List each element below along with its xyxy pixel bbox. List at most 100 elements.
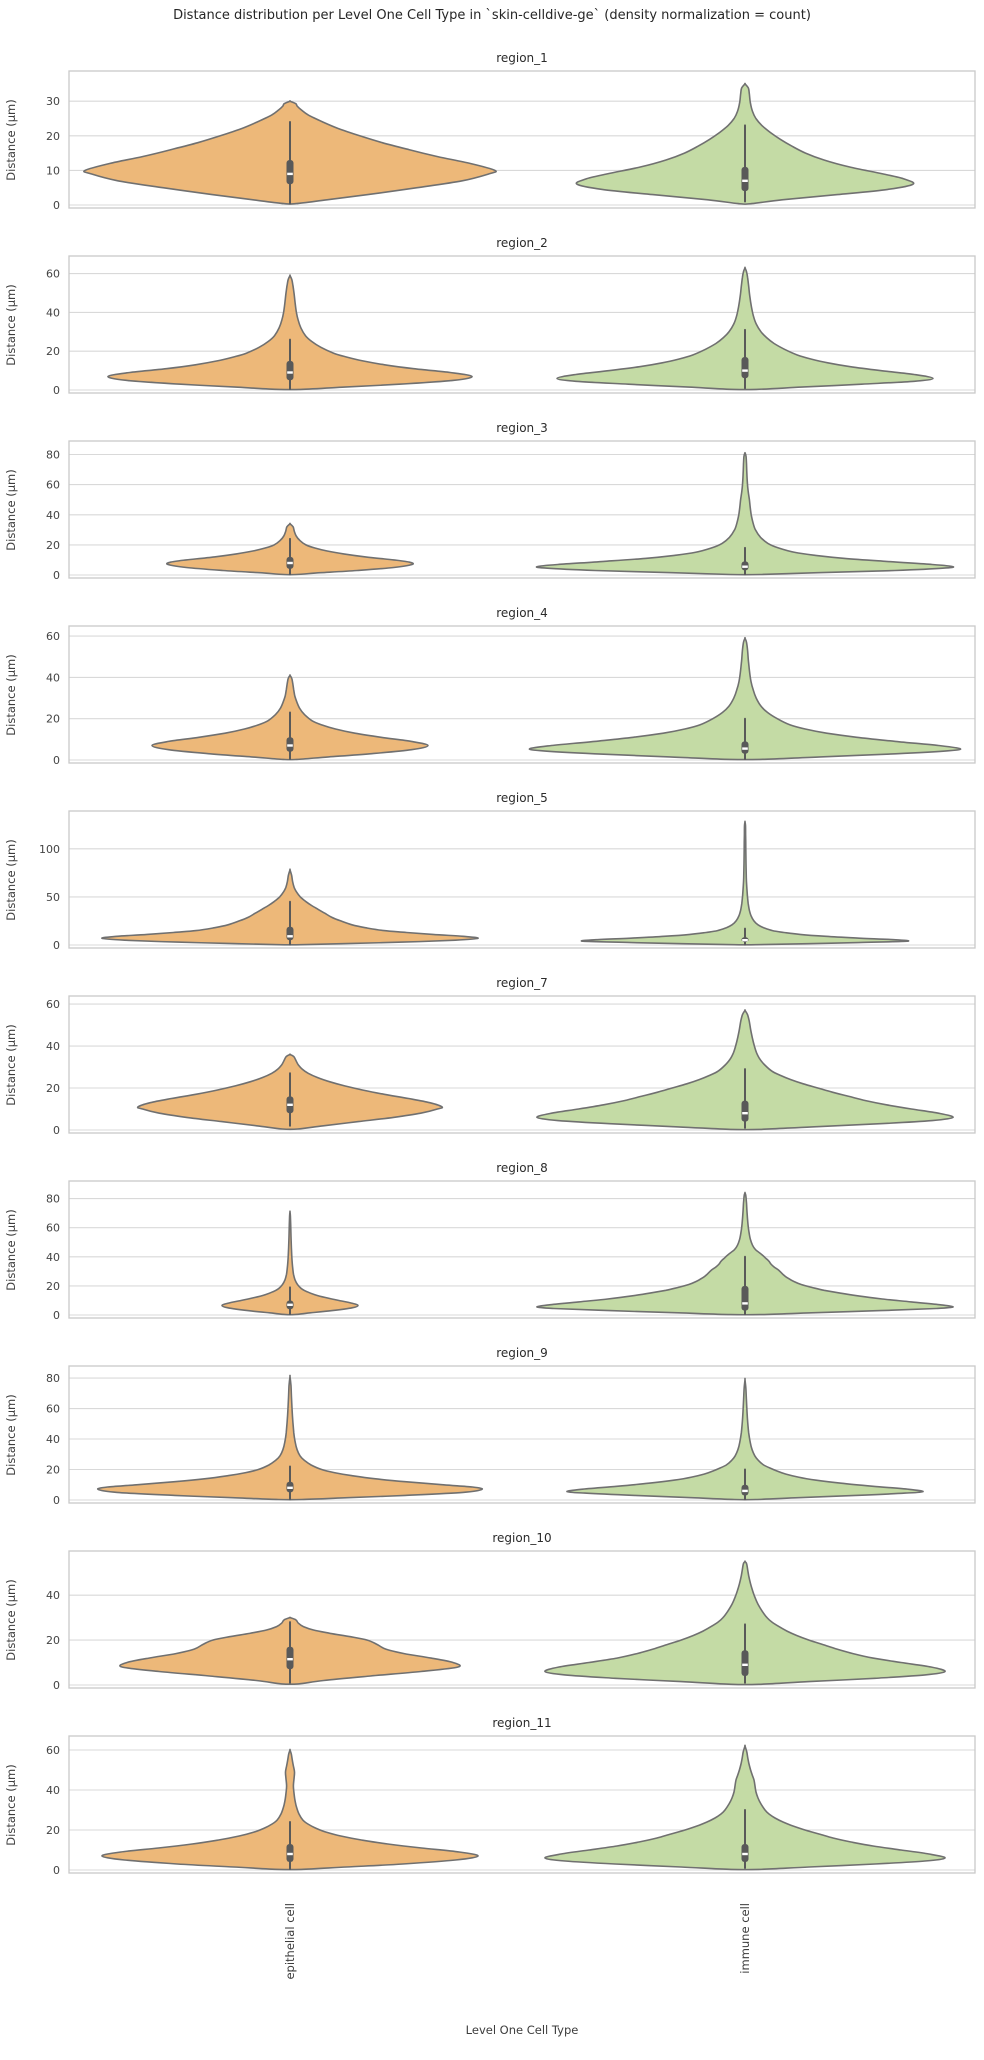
ytick-label-40: 40: [46, 1040, 60, 1053]
iqr-box-immune-cell: [741, 1100, 749, 1122]
x-axis-label: Level One Cell Type: [465, 2023, 579, 2037]
ytick-label-20: 20: [46, 1464, 60, 1477]
violin-epithelial-cell: [96, 1374, 484, 1501]
iqr-box-immune-cell: [741, 166, 749, 192]
subplot-title-region_3: region_3: [496, 421, 548, 435]
ytick-label-60: 60: [46, 1744, 60, 1757]
violin-immune-cell: [566, 1377, 924, 1501]
violin-immune-cell: [544, 1744, 946, 1871]
plot-frame: [68, 625, 976, 764]
subplot-region_2: region_2 0 20 40 60 Distance (µm): [0, 232, 984, 395]
ytick-label-0: 0: [53, 199, 60, 210]
ytick-label-80: 80: [46, 1193, 60, 1206]
subplot-region_11: region_11 0 20 40 60 Distance (µm): [0, 1712, 984, 1875]
subplot-region_9: region_9 0 20 40 60 80 Distance (µm): [0, 1342, 984, 1505]
plot-region_1: 0 10 20 30 Distance (µm): [4, 70, 976, 210]
ytick-label-60: 60: [46, 630, 60, 643]
ytick-label-20: 20: [46, 130, 60, 143]
plot-frame: [68, 70, 976, 209]
ytick-label-20: 20: [46, 1634, 60, 1647]
subplot-title-region_2: region_2: [496, 236, 548, 250]
plot-region_10: 0 20 40 Distance (µm): [4, 1550, 976, 1690]
ytick-label-0: 0: [53, 1864, 60, 1875]
plot-region_2: 0 20 40 60 Distance (µm): [4, 255, 976, 395]
iqr-box-immune-cell: [741, 1285, 749, 1311]
plot-frame: [68, 810, 976, 949]
violin-immune-cell: [556, 266, 934, 391]
figure-title: Distance distribution per Level One Cell…: [173, 8, 811, 23]
y-axis-label: Distance (µm): [4, 1024, 18, 1105]
violin-immune-cell: [536, 1191, 954, 1316]
violin-immune-cell: [535, 451, 955, 576]
ytick-label-40: 40: [46, 671, 60, 684]
plot-frame: [68, 1550, 976, 1689]
ytick-label-30: 30: [46, 95, 60, 108]
y-axis-label: Distance (µm): [4, 1579, 18, 1660]
y-axis-label: Distance (µm): [4, 654, 18, 735]
subplot-region_1: region_1 0 10 20 30 Distance (µm): [0, 47, 984, 210]
ytick-label-0: 0: [53, 1494, 60, 1505]
plot-region_9: 0 20 40 60 80 Distance (µm): [4, 1365, 976, 1505]
y-axis-label: Distance (µm): [4, 1394, 18, 1475]
iqr-box-immune-cell: [741, 357, 749, 379]
violin-epithelial-cell: [107, 274, 473, 391]
violin-immune-cell: [544, 1560, 946, 1686]
ytick-label-60: 60: [46, 479, 60, 492]
ytick-label-60: 60: [46, 1403, 60, 1416]
subplot-title-region_11: region_11: [492, 1716, 552, 1730]
plot-frame: [68, 1735, 976, 1874]
iqr-box-immune-cell: [741, 1650, 749, 1676]
violin-immune-cell: [528, 636, 962, 761]
plot-region_4: 0 20 40 60 Distance (µm): [4, 625, 976, 765]
y-axis-label: Distance (µm): [4, 839, 18, 920]
subplot-title-region_7: region_7: [496, 976, 548, 990]
ytick-label-0: 0: [53, 569, 60, 580]
ytick-label-40: 40: [46, 1433, 60, 1446]
subplot-region_4: region_4 0 20 40 60 Distance (µm): [0, 602, 984, 765]
plot-region_11: 0 20 40 60 Distance (µm): [4, 1735, 976, 1875]
y-axis-label: Distance (µm): [4, 469, 18, 550]
violin-epithelial-cell: [221, 1210, 359, 1316]
subplot-title-region_5: region_5: [496, 791, 548, 805]
subplot-region_7: region_7 0 20 40 60 Distance (µm): [0, 972, 984, 1135]
y-axis-label: Distance (µm): [4, 284, 18, 365]
xtick-label-immune-cell: immune cell: [738, 1903, 752, 1974]
ytick-label-10: 10: [46, 164, 60, 177]
plot-region_5: 0 50 100 Distance (µm): [4, 810, 976, 950]
subplot-region_8: region_8 0 20 40 60 80 Distance (µm): [0, 1157, 984, 1320]
plot-region_7: 0 20 40 60 Distance (µm): [4, 995, 976, 1135]
ytick-label-80: 80: [46, 449, 60, 462]
ytick-label-0: 0: [53, 1679, 60, 1690]
ytick-label-40: 40: [46, 1251, 60, 1264]
subplot-title-region_4: region_4: [496, 606, 548, 620]
plot-frame: [68, 995, 976, 1134]
ytick-label-80: 80: [46, 1372, 60, 1385]
y-axis-label: Distance (µm): [4, 1209, 18, 1290]
ytick-label-0: 0: [53, 939, 60, 950]
subplot-region_5: region_5 0 50 100 Distance (µm): [0, 787, 984, 950]
ytick-label-50: 50: [46, 891, 60, 904]
ytick-label-20: 20: [46, 345, 60, 358]
ytick-label-60: 60: [46, 998, 60, 1011]
ytick-label-40: 40: [46, 1589, 60, 1602]
plot-frame: [68, 440, 976, 579]
ytick-label-100: 100: [39, 843, 60, 856]
xtick-label-epithelial-cell: epithelial cell: [283, 1903, 297, 1980]
plot-frame: [68, 255, 976, 394]
ytick-label-40: 40: [46, 509, 60, 522]
ytick-label-40: 40: [46, 306, 60, 319]
ytick-label-60: 60: [46, 1222, 60, 1235]
ytick-label-20: 20: [46, 1082, 60, 1095]
ytick-label-20: 20: [46, 539, 60, 552]
plot-frame: [68, 1180, 976, 1319]
subplot-title-region_10: region_10: [492, 1531, 552, 1545]
iqr-box-epithelial-cell: [286, 926, 294, 941]
ytick-label-20: 20: [46, 1280, 60, 1293]
y-axis-label: Distance (µm): [4, 99, 18, 180]
violin-epithelial-cell: [101, 1748, 479, 1871]
subplot-region_3: region_3 0 20 40 60 80 Distance (µm): [0, 417, 984, 580]
category-axis-svg: epithelial cell immune cell: [283, 1903, 752, 1980]
ytick-label-0: 0: [53, 754, 60, 765]
subplot-stack: region_1 0 10 20 30 Distance (µm) region_2 0 20 4…: [0, 47, 984, 1875]
